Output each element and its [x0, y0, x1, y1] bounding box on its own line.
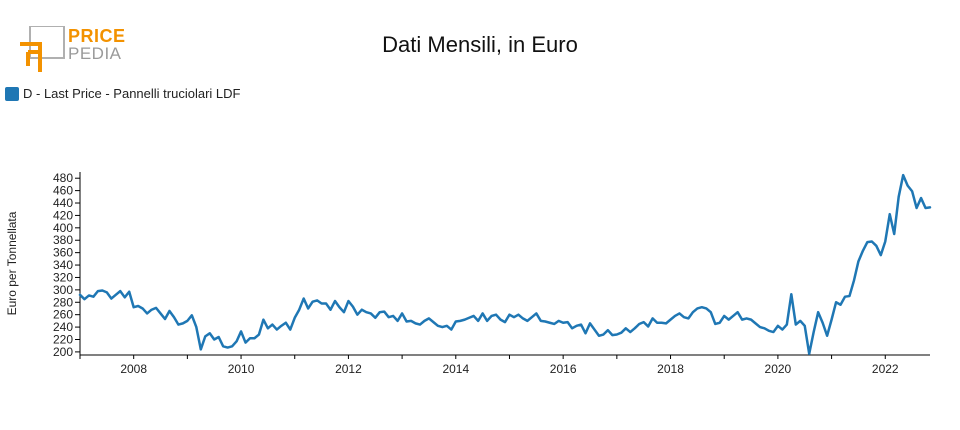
y-tick-label: 340 — [53, 258, 73, 272]
x-tick-label: 2010 — [228, 362, 255, 376]
y-tick-label: 200 — [53, 345, 73, 359]
y-tick-label: 280 — [53, 295, 73, 309]
y-tick-label: 240 — [53, 320, 73, 334]
y-tick-label: 220 — [53, 332, 73, 346]
y-tick-label: 400 — [53, 221, 73, 235]
y-tick-label: 420 — [53, 208, 73, 222]
y-tick-label: 300 — [53, 283, 73, 297]
x-tick-label: 2008 — [120, 362, 147, 376]
y-axis-label: Euro per Tonnellata — [5, 211, 19, 315]
chart-title: Dati Mensili, in Euro — [382, 32, 578, 57]
y-tick-label: 460 — [53, 184, 73, 198]
pricepedia-logo: PRICE PEDIA — [18, 26, 128, 74]
legend[interactable]: D - Last Price - Pannelli truciolari LDF — [5, 86, 240, 101]
x-tick-label: 2020 — [765, 362, 792, 376]
y-tick-label: 480 — [53, 171, 73, 185]
series-line-0 — [78, 173, 932, 356]
x-tick-label: 2012 — [335, 362, 362, 376]
y-tick-label: 320 — [53, 270, 73, 284]
logo-text-pedia: PEDIA — [68, 44, 122, 63]
x-tick-label: 2014 — [442, 362, 469, 376]
y-tick-label: 260 — [53, 308, 73, 322]
x-tick-label: 2022 — [872, 362, 899, 376]
y-tick-label: 440 — [53, 196, 73, 210]
legend-swatch — [5, 86, 19, 101]
y-tick-label: 380 — [53, 233, 73, 247]
legend-label: D - Last Price - Pannelli truciolari LDF — [23, 86, 241, 101]
x-tick-label: 2018 — [657, 362, 684, 376]
x-tick-label: 2016 — [550, 362, 577, 376]
logo-text-price: PRICE — [68, 26, 126, 46]
y-tick-label: 360 — [53, 246, 73, 260]
logo-mark-icon — [20, 26, 65, 72]
